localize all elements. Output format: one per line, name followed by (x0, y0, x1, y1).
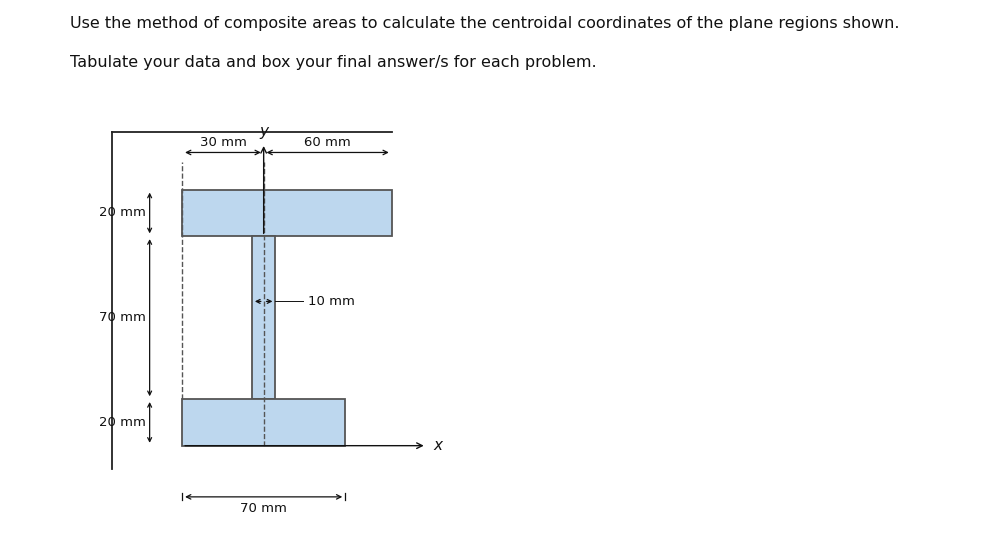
Text: Use the method of composite areas to calculate the centroidal coordinates of the: Use the method of composite areas to cal… (70, 16, 899, 32)
Text: 20 mm: 20 mm (99, 207, 146, 220)
Bar (252, 236, 275, 399)
Text: 30 mm: 30 mm (200, 136, 246, 149)
Text: 70 mm: 70 mm (99, 311, 146, 324)
Text: Tabulate your data and box your final answer/s for each problem.: Tabulate your data and box your final an… (70, 54, 597, 70)
Text: x: x (433, 438, 442, 453)
Bar (182, 399, 345, 446)
Text: 60 mm: 60 mm (304, 136, 351, 149)
Bar (182, 190, 391, 236)
Text: 20 mm: 20 mm (99, 416, 146, 429)
Text: 70 mm: 70 mm (240, 501, 287, 514)
Text: y: y (259, 124, 268, 138)
Text: 10 mm: 10 mm (308, 295, 354, 308)
